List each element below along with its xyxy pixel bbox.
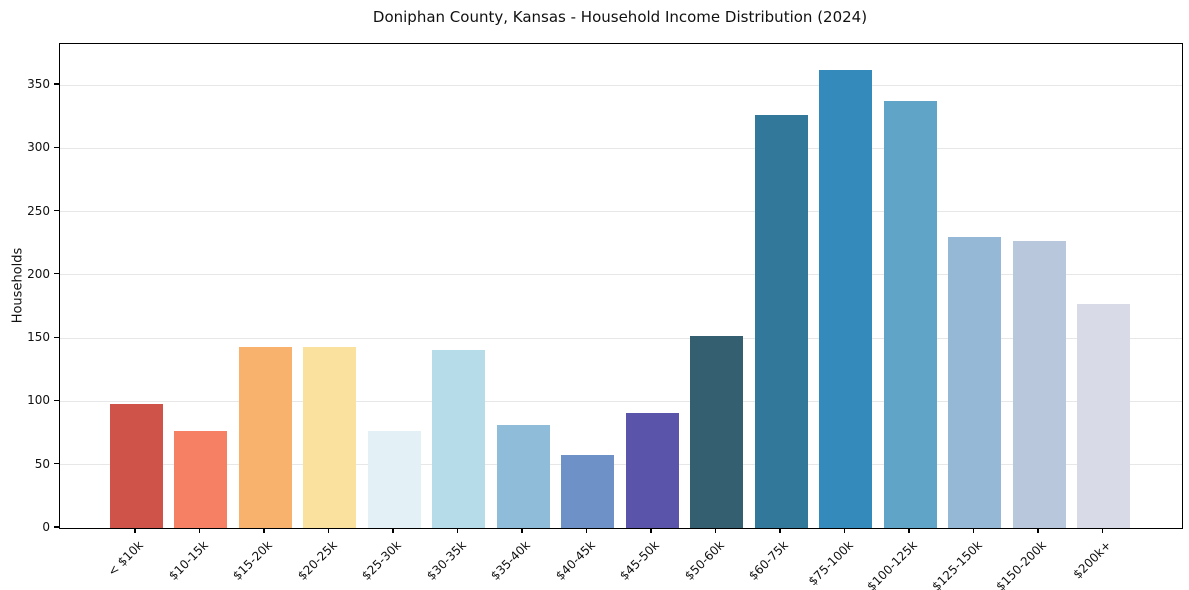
- x-tick-mark: [1101, 528, 1104, 534]
- bar-25-30k: [367, 430, 421, 528]
- bar-40-45k: [561, 454, 614, 528]
- chart-title: Doniphan County, Kansas - Household Inco…: [372, 8, 868, 26]
- x-tick-mark: [327, 528, 330, 534]
- gridline: [60, 274, 1182, 276]
- bar-50-60k: [690, 335, 743, 528]
- x-tick-mark: [585, 528, 588, 534]
- y-tick-mark: [54, 336, 59, 338]
- gridline: [60, 400, 1182, 402]
- x-tick-label: < $10k: [105, 538, 146, 579]
- bar-150-200k: [1012, 240, 1066, 528]
- gridline: [60, 464, 1182, 466]
- y-tick-label: 0: [42, 520, 50, 534]
- bar-20-25k: [303, 347, 356, 528]
- x-tick-mark: [843, 528, 846, 534]
- bar-100-125k: [883, 101, 937, 528]
- bar-125-150k: [948, 236, 1001, 528]
- gridline: [60, 84, 1182, 86]
- x-tick-mark: [263, 528, 265, 534]
- bar-30-35k: [432, 349, 485, 528]
- y-tick-label: 100: [27, 393, 50, 408]
- y-tick-label: 350: [27, 77, 50, 91]
- gridline: [60, 147, 1182, 149]
- gridline: [60, 337, 1182, 339]
- y-tick-mark: [54, 273, 59, 275]
- bar-15-20k: [238, 347, 292, 528]
- x-tick-mark: [392, 528, 394, 534]
- x-tick-mark: [779, 528, 781, 534]
- y-tick-label: 250: [27, 203, 50, 218]
- x-tick-mark: [714, 528, 717, 534]
- y-tick-label: 50: [34, 456, 50, 471]
- y-tick-label: 200: [27, 266, 50, 281]
- gridline: [60, 211, 1182, 213]
- x-tick-mark: [972, 528, 975, 534]
- y-tick-mark: [54, 526, 59, 528]
- x-tick-mark: [908, 528, 910, 534]
- plot-area: [59, 43, 1183, 529]
- bar-10k: [109, 403, 163, 528]
- y-tick-mark: [54, 83, 59, 85]
- x-tick-mark: [650, 528, 652, 534]
- x-tick-mark: [134, 528, 136, 534]
- y-tick-mark: [54, 209, 59, 212]
- x-tick-mark: [456, 528, 459, 534]
- bar-200k: [1077, 303, 1130, 528]
- bar-60-75k: [754, 115, 808, 528]
- y-tick-label: 150: [27, 330, 50, 345]
- bar-45-50k: [625, 412, 679, 528]
- bar-75-100k: [819, 69, 872, 528]
- x-tick-mark: [1037, 528, 1039, 534]
- x-tick-mark: [198, 528, 201, 534]
- y-tick-mark: [54, 463, 59, 465]
- bar-35-40k: [496, 425, 550, 528]
- y-tick-mark: [54, 146, 59, 148]
- y-tick-label: 300: [27, 140, 50, 155]
- y-axis-label: Households: [10, 247, 26, 324]
- y-tick-mark: [54, 399, 59, 402]
- bar-10-15k: [174, 430, 227, 528]
- x-tick-mark: [521, 528, 523, 534]
